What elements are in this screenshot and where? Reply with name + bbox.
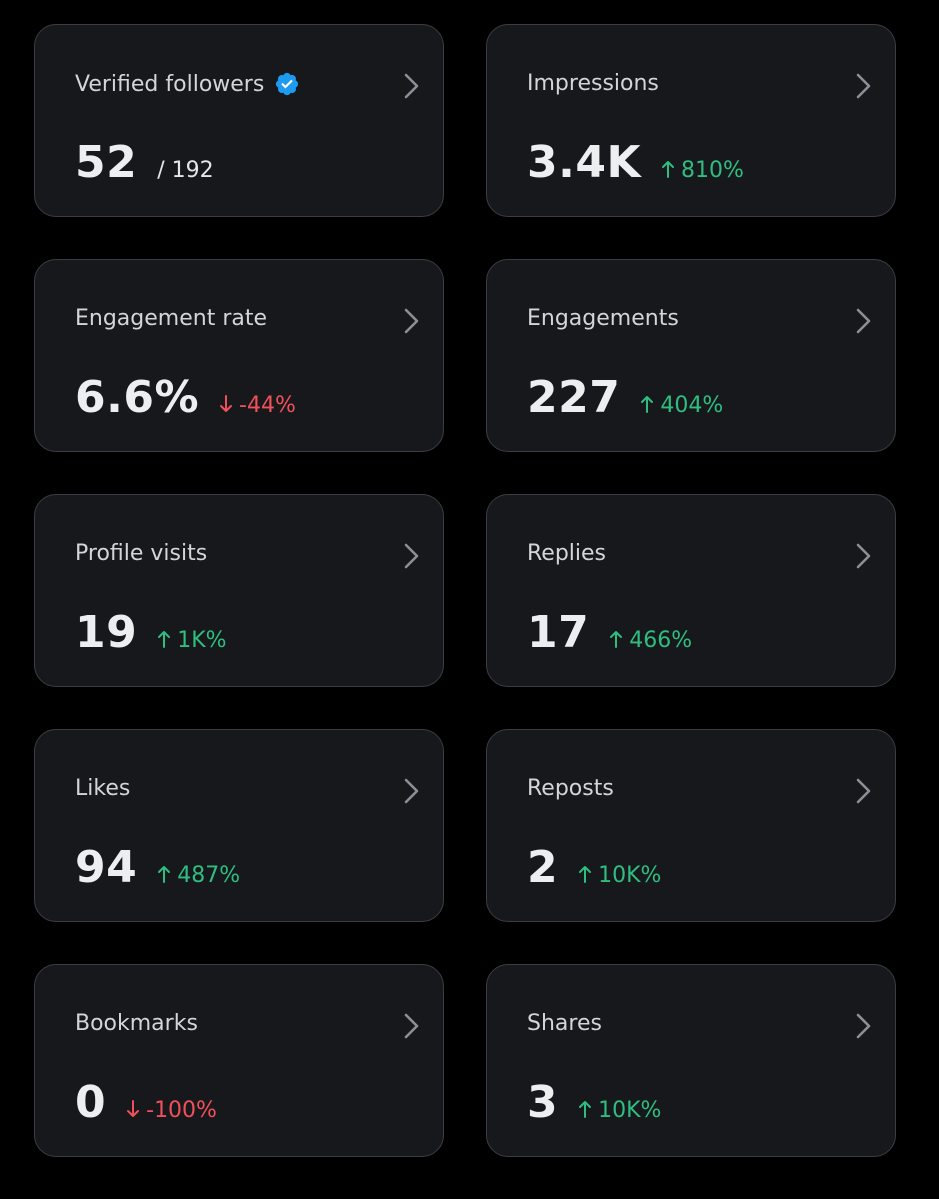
- change-percent: 466%: [629, 628, 693, 653]
- card-title: Likes: [75, 776, 131, 801]
- metric-card-engagements[interactable]: Engagements 227 404%: [486, 259, 896, 452]
- metric-card-bookmarks[interactable]: Bookmarks 0 -100%: [34, 964, 444, 1157]
- arrow-up-icon: [662, 161, 675, 178]
- metric-card-reposts[interactable]: Reposts 2 10K%: [486, 729, 896, 922]
- metric-value: 3.4K: [527, 137, 642, 188]
- card-title: Replies: [527, 541, 607, 566]
- change-percent: 487%: [177, 863, 241, 888]
- change-percent: -44%: [239, 393, 296, 418]
- metric-change: 466%: [609, 627, 692, 653]
- chevron-right-icon: [404, 543, 419, 569]
- card-title-wrapper: Verified followers: [75, 71, 300, 97]
- chevron-right-icon: [856, 308, 871, 334]
- metric-total: / 192: [157, 158, 214, 183]
- metric-card-verified-followers[interactable]: Verified followers 52 / 192: [34, 24, 444, 217]
- change-percent: 810%: [681, 158, 744, 183]
- arrow-down-icon: [220, 395, 233, 412]
- value-row: 52 / 192: [75, 137, 214, 188]
- value-row: 17 466%: [527, 607, 692, 658]
- card-title: Bookmarks: [75, 1011, 198, 1036]
- metric-card-impressions[interactable]: Impressions 3.4K 810%: [486, 24, 896, 217]
- metric-change: 487%: [157, 862, 240, 888]
- value-row: 6.6% -44%: [75, 372, 296, 423]
- metric-value: 52: [75, 137, 138, 188]
- metric-value: 19: [75, 607, 138, 658]
- metric-card-likes[interactable]: Likes 94 487%: [34, 729, 444, 922]
- arrow-up-icon: [579, 1101, 592, 1118]
- metric-card-profile-visits[interactable]: Profile visits 19 1K%: [34, 494, 444, 687]
- chevron-right-icon: [856, 778, 871, 804]
- arrow-up-icon: [158, 866, 171, 883]
- metric-change: -44%: [219, 392, 296, 418]
- metric-value: 94: [75, 842, 138, 893]
- metric-value: 2: [527, 842, 559, 893]
- change-percent: 404%: [660, 393, 724, 418]
- card-title: Verified followers: [75, 71, 265, 97]
- arrow-up-icon: [579, 866, 592, 883]
- metric-change: 1K%: [157, 627, 227, 653]
- change-percent: -100%: [146, 1098, 217, 1123]
- value-row: 3.4K 810%: [527, 137, 744, 188]
- metric-value: 227: [527, 372, 621, 423]
- card-title: Engagement rate: [75, 306, 268, 331]
- arrow-down-icon: [127, 1100, 140, 1117]
- metric-card-shares[interactable]: Shares 3 10K%: [486, 964, 896, 1157]
- change-percent: 1K%: [177, 628, 227, 653]
- value-row: 3 10K%: [527, 1077, 661, 1128]
- chevron-right-icon: [404, 308, 419, 334]
- metric-value: 0: [75, 1077, 107, 1128]
- chevron-right-icon: [404, 778, 419, 804]
- card-title: Reposts: [527, 776, 614, 801]
- metric-value: 6.6%: [75, 372, 200, 423]
- chevron-right-icon: [856, 1013, 871, 1039]
- change-percent: 10K%: [598, 1098, 662, 1123]
- verified-badge-icon: [276, 72, 299, 96]
- arrow-up-icon: [641, 396, 654, 413]
- card-title: Shares: [527, 1011, 602, 1036]
- card-title: Profile visits: [75, 541, 208, 566]
- metric-change: 404%: [640, 392, 723, 418]
- metric-value: 3: [527, 1077, 559, 1128]
- value-row: 0 -100%: [75, 1077, 217, 1128]
- metric-value: 17: [527, 607, 590, 658]
- chevron-right-icon: [404, 73, 419, 99]
- arrow-up-icon: [610, 631, 623, 648]
- metric-card-replies[interactable]: Replies 17 466%: [486, 494, 896, 687]
- chevron-right-icon: [404, 1013, 419, 1039]
- value-row: 227 404%: [527, 372, 723, 423]
- metric-change: 810%: [661, 157, 744, 183]
- change-percent: 10K%: [598, 863, 662, 888]
- card-title: Impressions: [527, 71, 659, 96]
- metric-change: 10K%: [578, 862, 661, 888]
- value-row: 94 487%: [75, 842, 240, 893]
- arrow-up-icon: [158, 631, 171, 648]
- value-row: 2 10K%: [527, 842, 661, 893]
- chevron-right-icon: [856, 73, 871, 99]
- chevron-right-icon: [856, 543, 871, 569]
- card-title: Engagements: [527, 306, 679, 331]
- metric-card-engagement-rate[interactable]: Engagement rate 6.6% -44%: [34, 259, 444, 452]
- metric-change: 10K%: [578, 1097, 661, 1123]
- metric-change: -100%: [126, 1097, 217, 1123]
- value-row: 19 1K%: [75, 607, 227, 658]
